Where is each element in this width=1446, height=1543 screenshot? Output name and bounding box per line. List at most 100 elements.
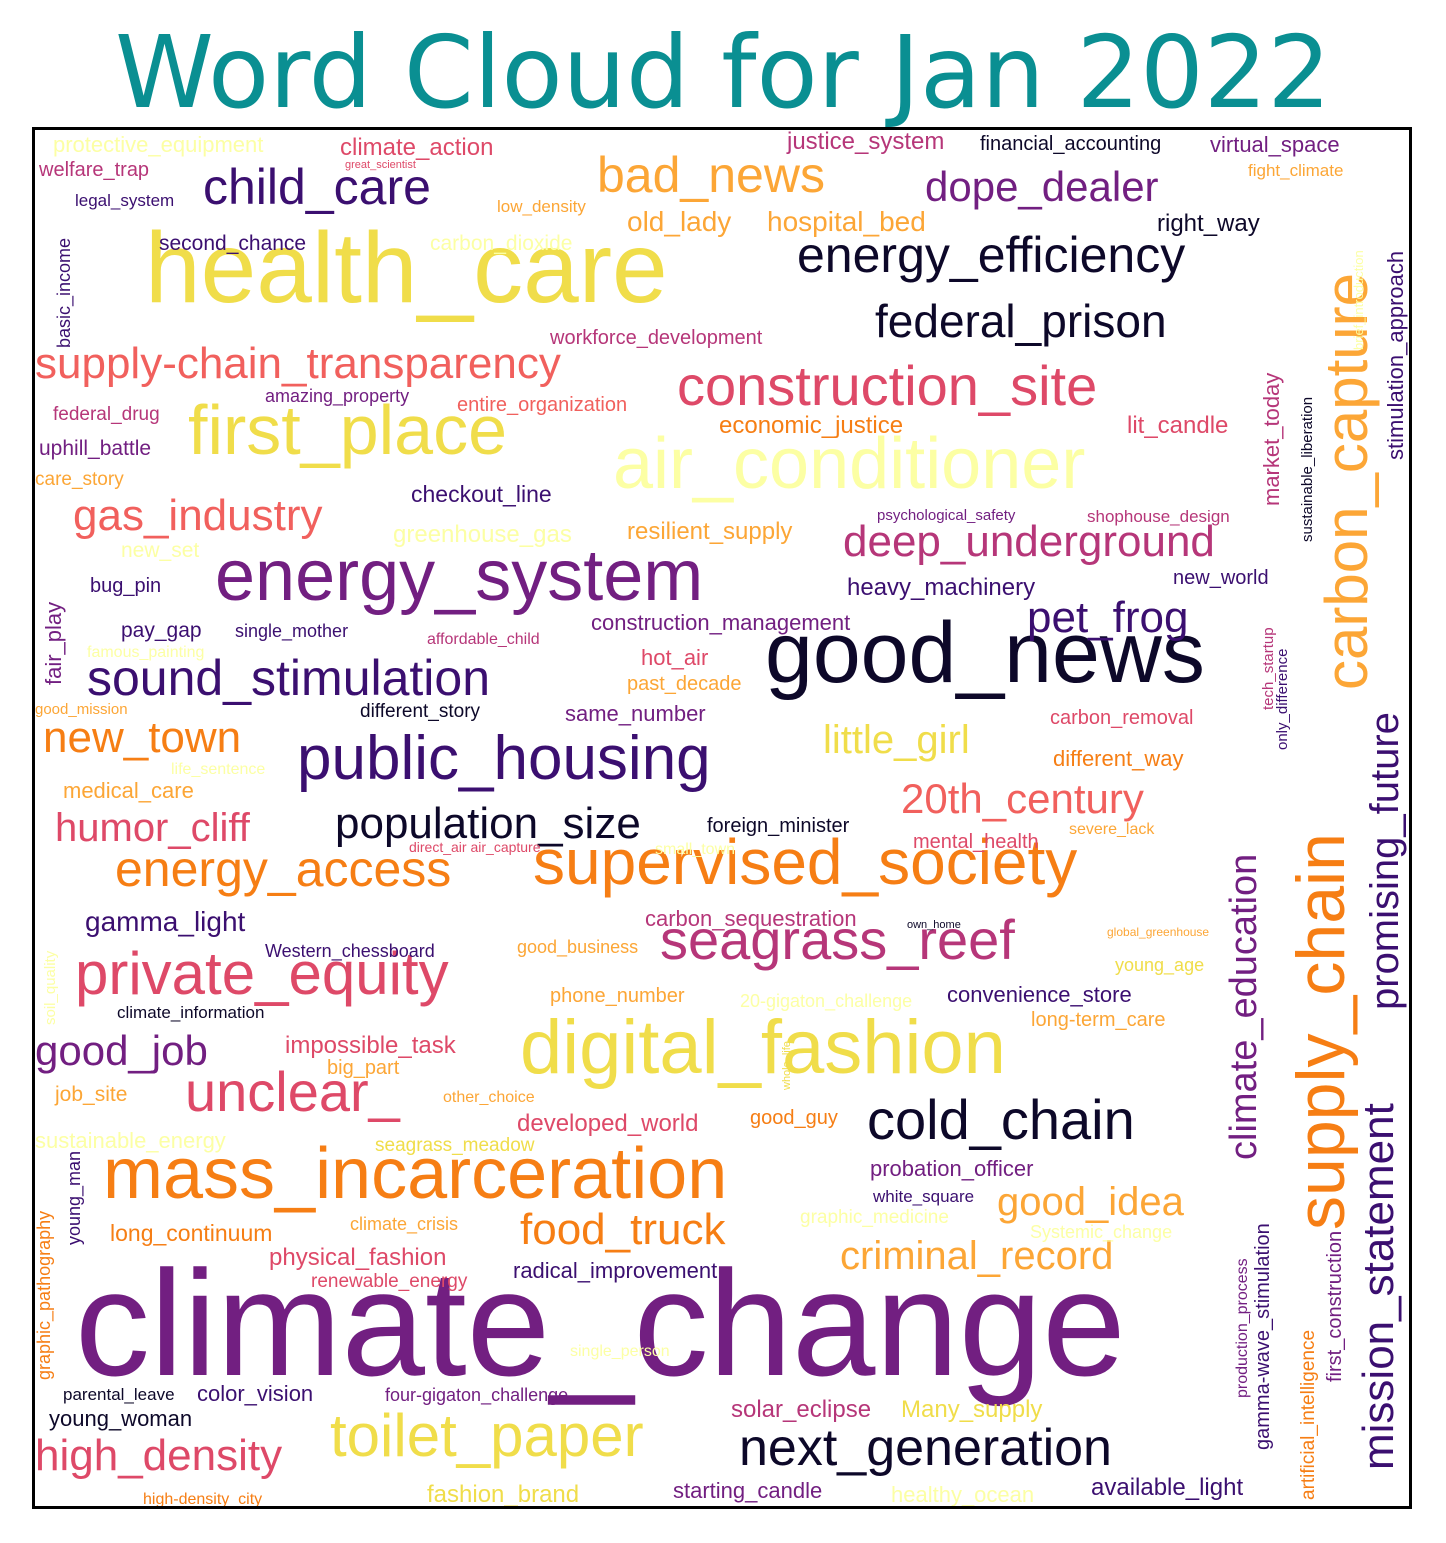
cloud-word: little_girl [823, 718, 970, 762]
cloud-word: good_idea [997, 1180, 1184, 1224]
cloud-word: same_number [565, 701, 706, 726]
cloud-word: toilet_paper [330, 1402, 644, 1469]
cloud-word: justice_system [787, 128, 945, 155]
cloud-word: entire_organization [457, 394, 628, 416]
cloud-word: healthy_ocean [891, 1482, 1035, 1507]
cloud-word: great_scientist [345, 159, 416, 171]
cloud-word: financial_accounting [980, 133, 1162, 155]
cloud-word: soil_quality [42, 950, 59, 1025]
cloud-word: severe_lack [1069, 821, 1155, 838]
cloud-word: supply_chain [1283, 833, 1359, 1230]
cloud-word: color_vision [197, 1381, 314, 1406]
cloud-word: four-gigaton_challenge [385, 1385, 569, 1405]
cloud-word: hot_air [641, 645, 709, 670]
cloud-word: climate_information [117, 1003, 265, 1022]
cloud-word: virtual_space [1210, 132, 1340, 157]
cloud-word: amazing_property [265, 386, 410, 406]
cloud-word: good_news [765, 605, 1205, 701]
cloud-word: 20th_century [901, 775, 1144, 822]
cloud-word: probation_officer [870, 1156, 1034, 1181]
cloud-word: single_person [570, 1343, 670, 1360]
cloud-word: mission_statement [1354, 1103, 1403, 1470]
cloud-word: shophouse_design [1087, 507, 1230, 526]
cloud-word: small_town [655, 841, 736, 858]
cloud-word: climate_education [1223, 853, 1265, 1160]
cloud-word: good_business [517, 937, 639, 957]
cloud-word: climate_crisis [350, 1214, 459, 1234]
cloud-word: health_care [145, 212, 668, 324]
cloud-word: radical_improvement [513, 1258, 718, 1283]
cloud-word: mass_incarceration [103, 1134, 728, 1214]
cloud-word: protective_equipment [53, 132, 264, 157]
cloud-word: climate_change [75, 1239, 1126, 1407]
cloud-word: stimulation_approach [1383, 250, 1408, 460]
cloud-word: medical_care [63, 778, 194, 803]
cloud-word: supervised_society [533, 826, 1078, 898]
cloud-word: carbon_sequestration [645, 906, 857, 931]
cloud-word: carbon_capture [1313, 273, 1380, 690]
cloud-word: greenhouse_gas [393, 521, 572, 548]
cloud-word: economic_justice [719, 412, 904, 439]
cloud-word: sustainable_energy [35, 1128, 226, 1153]
cloud-word: seagrass_reef [660, 908, 1015, 971]
cloud-word: gamma_light [85, 906, 246, 937]
cloud-word: seagrass_meadow [375, 1135, 535, 1156]
cloud-word: first_place [188, 391, 508, 469]
cloud-word: population_size [335, 799, 641, 848]
cloud-word: big_part [327, 1057, 400, 1079]
cloud-word: supply-chain_transparency [35, 339, 561, 388]
cloud-word: pet_frog [1027, 593, 1189, 642]
cloud-word: first_construction [1324, 1230, 1346, 1382]
cloud-word: new_world [1173, 567, 1269, 589]
cloud-word: sound_stimulation [87, 650, 491, 706]
cloud-word: job_site [55, 1083, 128, 1106]
cloud-word: convenience_store [947, 982, 1132, 1007]
cloud-word: Many_supply [901, 1396, 1043, 1423]
cloud-word: only_difference [1274, 648, 1291, 750]
cloud-word: single_mother [235, 621, 349, 641]
cloud-word: market_today [1259, 372, 1284, 506]
cloud-word: parental_leave [63, 1385, 175, 1404]
cloud-word: care_story [35, 469, 124, 490]
cloud-word: construction_site [677, 354, 1098, 417]
cloud-word: child_care [203, 159, 431, 215]
cloud-word: young_age [1115, 955, 1205, 975]
cloud-word: foreign_minister [707, 815, 850, 837]
cloud-word: different_way [1053, 746, 1184, 771]
cloud-word: uphill_battle [39, 437, 152, 460]
cloud-word: welfare_trap [39, 159, 150, 181]
cloud-word: food_truck [520, 1205, 726, 1254]
cloud-word: affordable_child [427, 631, 540, 648]
cloud-word: renewable_energy [311, 1271, 468, 1292]
cloud-word: Systemic_change [1030, 1222, 1173, 1242]
cloud-word: digital_fashion [520, 1005, 1006, 1090]
cloud-word: criminal_record [840, 1234, 1114, 1278]
cloud-word: different_story [360, 701, 481, 722]
cloud-word: air_conditioner [613, 424, 1086, 504]
cloud-word: white_square [873, 1187, 975, 1206]
cloud-word: long_continuum [110, 1220, 273, 1246]
cloud-word: fashion_brand [427, 1481, 580, 1508]
cloud-word: solar_eclipse [731, 1396, 872, 1423]
cloud-word: past_decade [627, 673, 742, 695]
cloud-word: checkout_line [411, 481, 552, 507]
cloud-word: brief_introduction [1351, 250, 1366, 350]
cloud-word: federal_prison [875, 295, 1167, 347]
cloud-word: private_equity [75, 940, 449, 1007]
cloud-word: fair_play [41, 601, 66, 685]
cloud-word: federal_drug [53, 404, 160, 425]
cloud-word: next_generation [739, 1419, 1112, 1477]
cloud-word: available_light [1091, 1474, 1244, 1501]
cloud-word: old_lady [627, 206, 732, 237]
cloud-word: impossible_task [285, 1032, 456, 1059]
cloud-word: whole_life [781, 1041, 793, 1090]
cloud-word: resilient_supply [627, 518, 793, 545]
cloud-word: phone_number [550, 985, 685, 1007]
cloud-word: new_town [43, 713, 242, 762]
cloud-word: bug_pin [90, 575, 162, 597]
cloud-word: global_greenhouse [1107, 925, 1210, 939]
cloud-word: own_home [907, 919, 961, 931]
cloud-word: basic_income [54, 237, 74, 348]
cloud-word: legal_system [75, 191, 175, 210]
cloud-word: dope_dealer [925, 163, 1159, 210]
